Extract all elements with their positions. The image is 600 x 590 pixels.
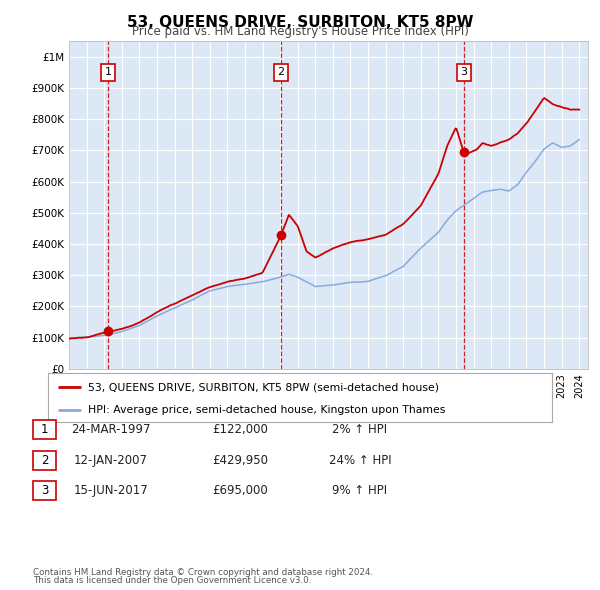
Text: 24-MAR-1997: 24-MAR-1997 — [71, 423, 151, 436]
Text: 2: 2 — [277, 67, 284, 77]
Text: 1: 1 — [104, 67, 112, 77]
Text: 3: 3 — [41, 484, 48, 497]
Text: 24% ↑ HPI: 24% ↑ HPI — [329, 454, 391, 467]
Text: 1: 1 — [41, 423, 48, 436]
Text: 3: 3 — [461, 67, 467, 77]
Text: £122,000: £122,000 — [212, 423, 268, 436]
Text: 2: 2 — [41, 454, 48, 467]
Text: Price paid vs. HM Land Registry's House Price Index (HPI): Price paid vs. HM Land Registry's House … — [131, 25, 469, 38]
Text: 2% ↑ HPI: 2% ↑ HPI — [332, 423, 388, 436]
Text: 53, QUEENS DRIVE, SURBITON, KT5 8PW (semi-detached house): 53, QUEENS DRIVE, SURBITON, KT5 8PW (sem… — [88, 382, 439, 392]
Text: 12-JAN-2007: 12-JAN-2007 — [74, 454, 148, 467]
Text: 15-JUN-2017: 15-JUN-2017 — [74, 484, 148, 497]
Text: HPI: Average price, semi-detached house, Kingston upon Thames: HPI: Average price, semi-detached house,… — [88, 405, 446, 415]
Text: £695,000: £695,000 — [212, 484, 268, 497]
Text: 9% ↑ HPI: 9% ↑ HPI — [332, 484, 388, 497]
Text: This data is licensed under the Open Government Licence v3.0.: This data is licensed under the Open Gov… — [33, 576, 311, 585]
Text: 53, QUEENS DRIVE, SURBITON, KT5 8PW: 53, QUEENS DRIVE, SURBITON, KT5 8PW — [127, 15, 473, 30]
Text: Contains HM Land Registry data © Crown copyright and database right 2024.: Contains HM Land Registry data © Crown c… — [33, 568, 373, 577]
Text: £429,950: £429,950 — [212, 454, 268, 467]
